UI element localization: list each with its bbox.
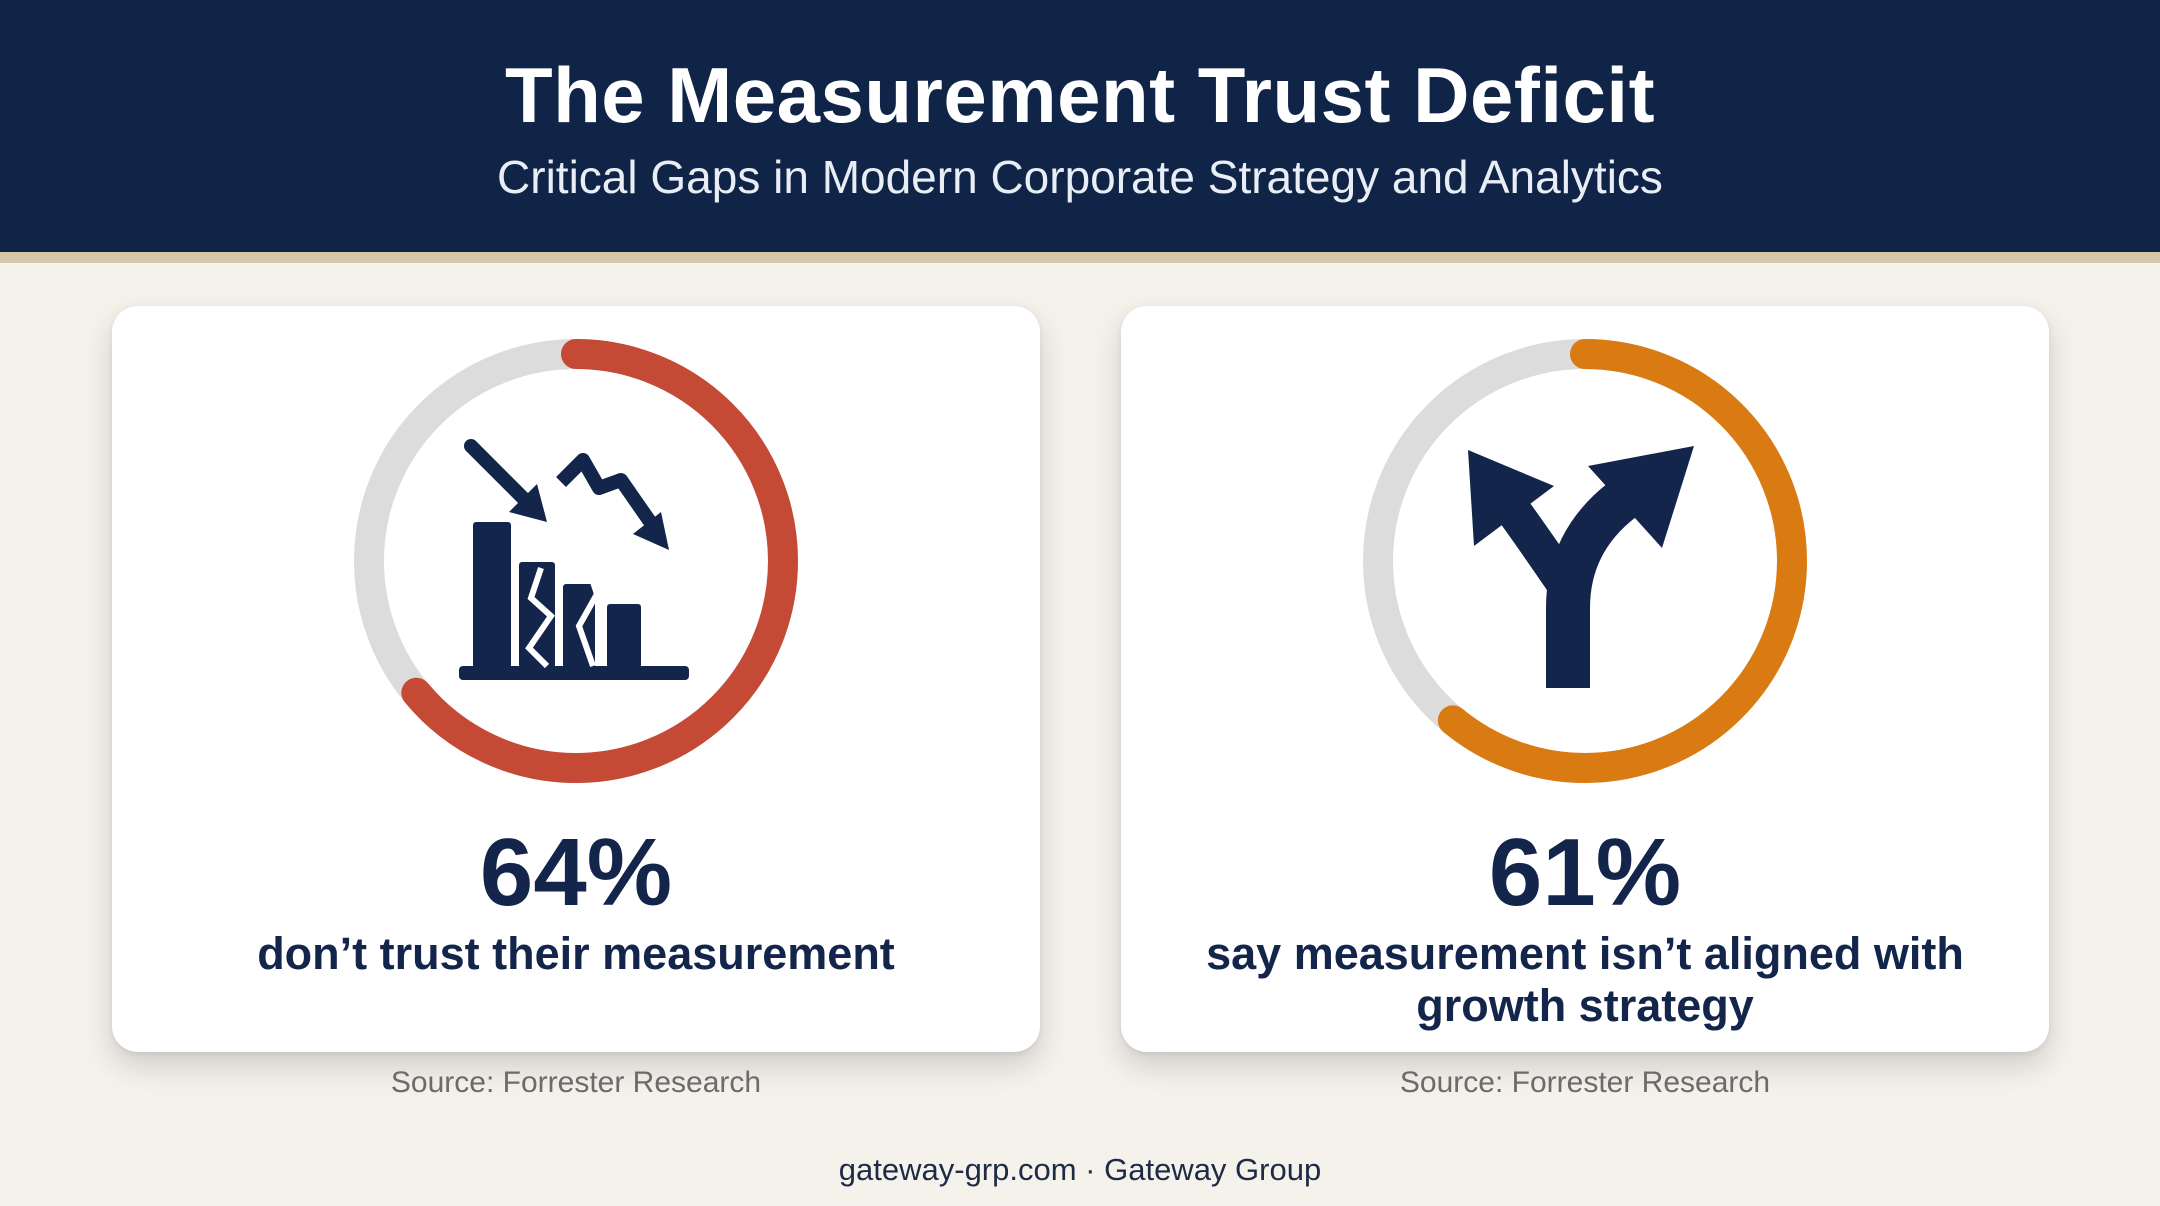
stat-value: 61%: [1488, 819, 1682, 926]
donut-chart-alignment: [1363, 339, 1807, 783]
page-subtitle: Critical Gaps in Modern Corporate Strate…: [497, 151, 1663, 203]
stat-label: say measurement isn’t aligned with growt…: [1206, 928, 1964, 1031]
stat-label: don’t trust their measurement: [257, 928, 895, 979]
diverging-arrows-icon: [1468, 446, 1694, 688]
page-title: The Measurement Trust Deficit: [504, 51, 1656, 139]
header-banner: The Measurement Trust Deficit Critical G…: [0, 0, 2160, 252]
source-caption: Source: Forrester Research: [1399, 1066, 1771, 1099]
stat-card-trust: 64% don’t trust their measurement: [112, 306, 1040, 1052]
stat-card-alignment: 61% say measurement isn’t aligned with g…: [1121, 306, 2049, 1052]
donut-progress-arc: [354, 339, 798, 783]
footer-credit: gateway-grp.com · Gateway Group: [838, 1152, 1322, 1187]
stat-value: 64%: [479, 819, 673, 926]
donut-progress-arc: [1363, 339, 1807, 783]
donut-chart-trust: [354, 339, 798, 783]
source-caption: Source: Forrester Research: [390, 1066, 762, 1099]
header-divider: [0, 252, 2160, 263]
broken-declining-bar-chart-icon: [459, 439, 689, 680]
